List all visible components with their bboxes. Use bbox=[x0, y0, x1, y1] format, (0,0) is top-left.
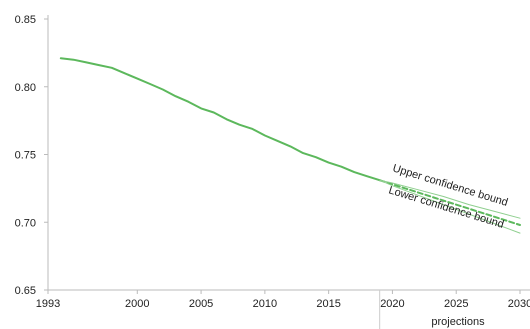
x-tick-label: 2025 bbox=[444, 298, 468, 310]
series-line-lower-bound bbox=[379, 179, 521, 234]
series-line-upper-bound bbox=[379, 179, 521, 219]
x-tick-label: 2000 bbox=[125, 298, 149, 310]
x-tick-label: 1993 bbox=[36, 298, 60, 310]
y-tick-label: 0.80 bbox=[15, 82, 36, 94]
x-tick-label: 2010 bbox=[253, 298, 277, 310]
y-tick-label: 0.85 bbox=[15, 14, 36, 26]
x-tick-label: 2005 bbox=[189, 298, 213, 310]
y-tick-label: 0.75 bbox=[15, 150, 36, 162]
axes bbox=[44, 15, 530, 329]
series bbox=[59, 57, 521, 234]
x-tick-label: 2015 bbox=[316, 298, 340, 310]
x-tick-label: 2020 bbox=[380, 298, 404, 310]
series-line-projection bbox=[378, 179, 521, 226]
x-tick-label: 2030 bbox=[508, 298, 530, 310]
series-line-historical bbox=[59, 57, 381, 182]
projections-label: projections bbox=[431, 316, 485, 328]
y-tick-label: 0.65 bbox=[15, 285, 36, 297]
y-tick-label: 0.70 bbox=[15, 217, 36, 229]
